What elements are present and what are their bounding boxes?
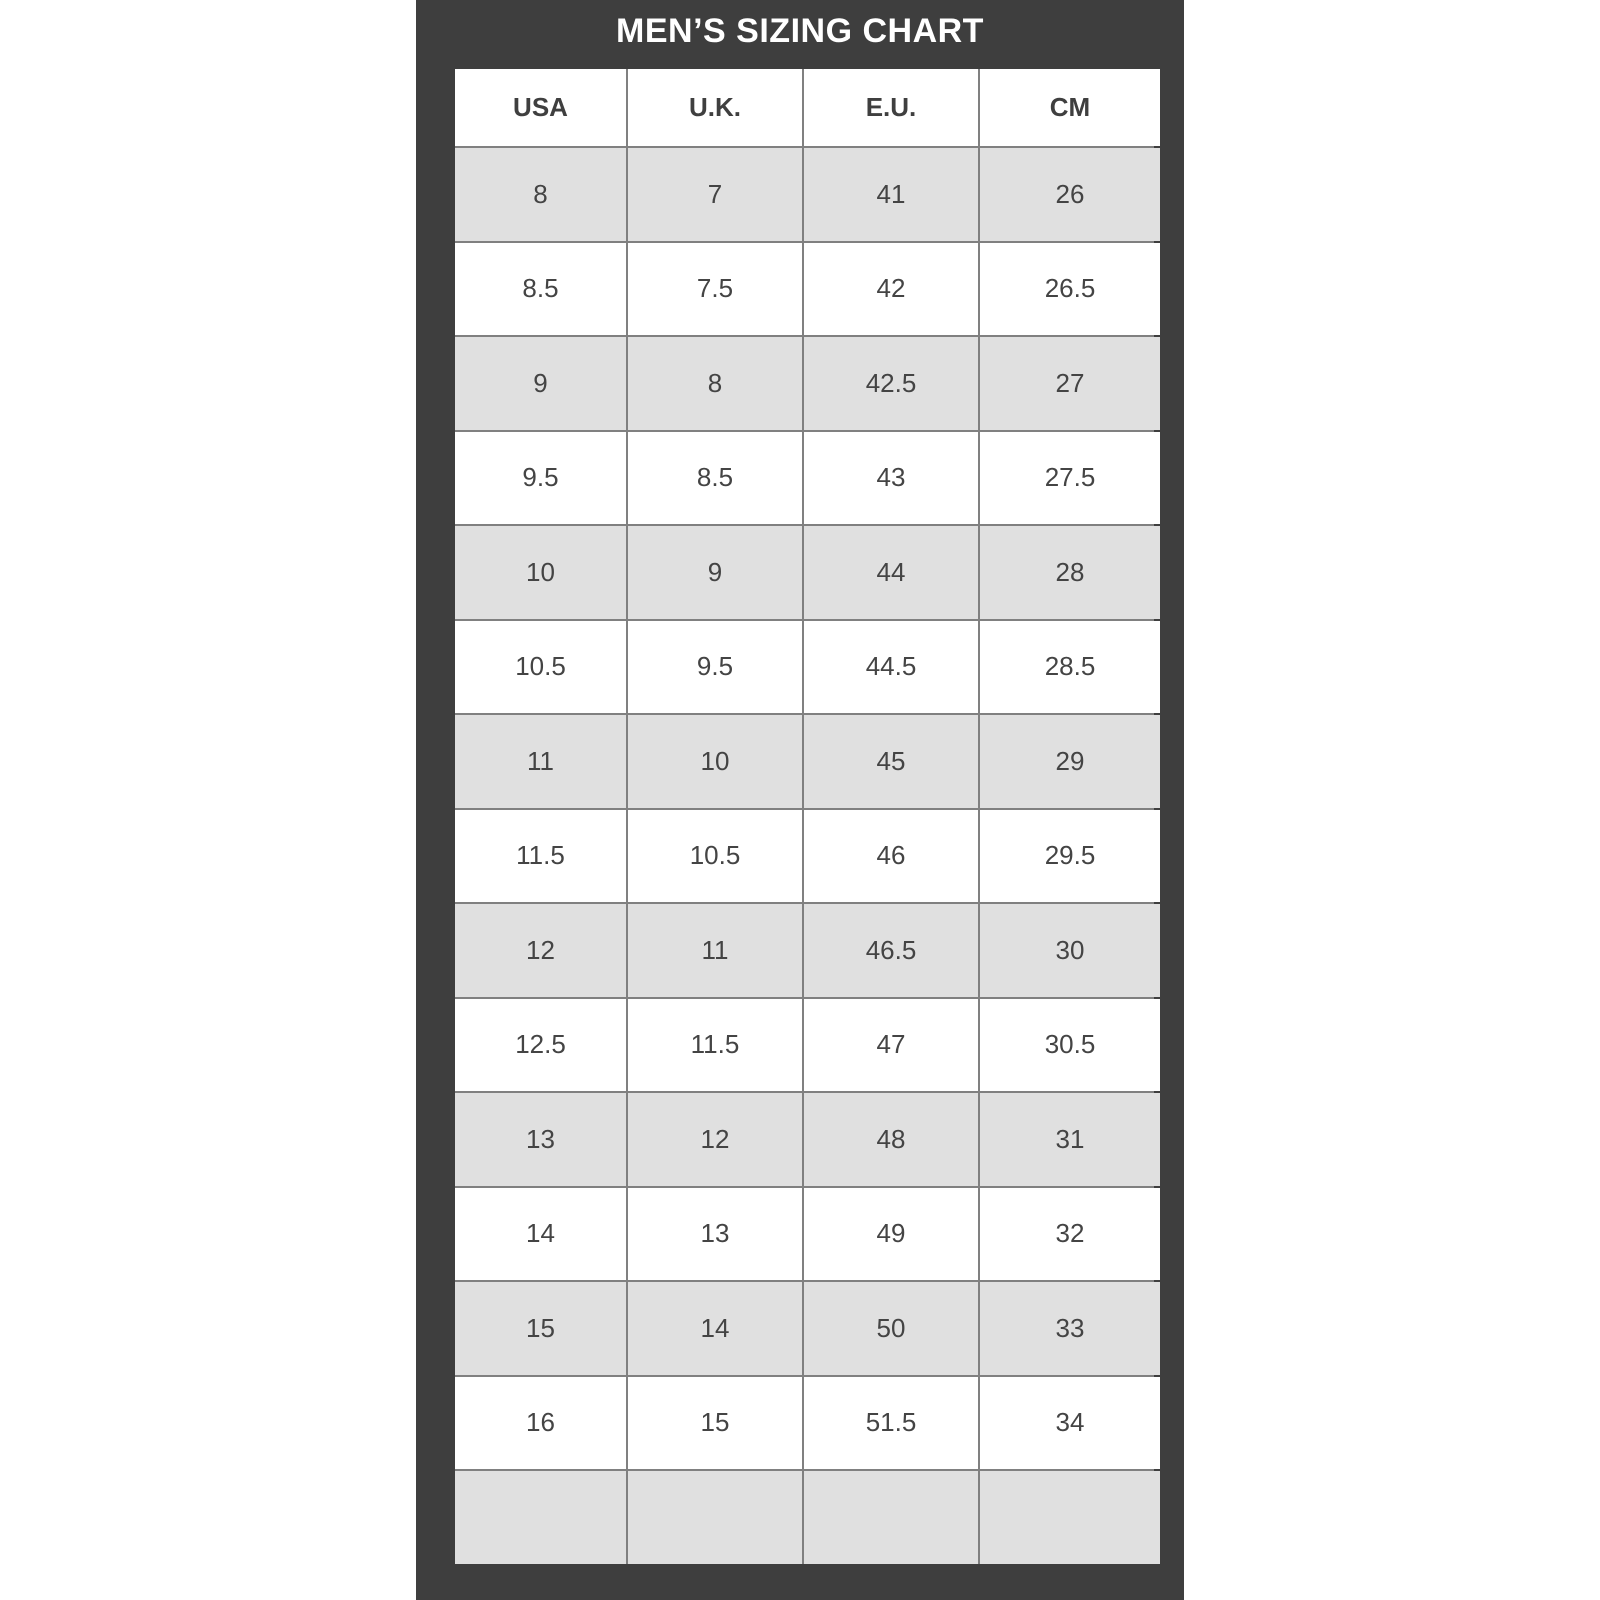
sizing-table: USA U.K. E.U. CM 8 7 41 26 8.5 7.5 42 26.5 9 8 42.… [455,69,1160,1564]
table-cell-usa: 10 [455,526,626,619]
table-cell-eu: 46.5 [804,904,978,997]
table-cell-cm: 30.5 [980,998,1160,1091]
table-cell-eu [804,1471,978,1564]
table-cell-cm: 30 [980,904,1160,997]
header-uk: U.K. [628,69,802,146]
table-cell-uk: 12 [628,1093,802,1186]
table-cell-cm [980,1471,1160,1564]
table-cell-cm: 29 [980,715,1160,808]
table-cell-uk: 8.5 [628,431,802,524]
table-cell-cm: 27 [980,337,1160,430]
table-cell-eu: 51.5 [804,1376,978,1469]
table-cell-uk: 11 [628,904,802,997]
table-cell-eu: 42.5 [804,337,978,430]
table-cell-usa: 11 [455,715,626,808]
table-cell-uk: 7 [628,148,802,241]
table-cell-usa: 8 [455,148,626,241]
table-cell-cm: 26 [980,148,1160,241]
table-cell-uk: 14 [628,1282,802,1375]
table-cell-usa: 9.5 [455,431,626,524]
table-cell-eu: 47 [804,998,978,1091]
chart-title: MEN’S SIZING CHART [616,12,984,50]
header-usa: USA [455,69,626,146]
table-cell-cm: 31 [980,1093,1160,1186]
table-cell-eu: 44 [804,526,978,619]
table-cell-uk: 7.5 [628,242,802,335]
table-cell-usa: 16 [455,1376,626,1469]
header-cm: CM [980,69,1160,146]
table-cell-eu: 43 [804,431,978,524]
table-cell-uk: 10 [628,715,802,808]
table-cell-cm: 27.5 [980,431,1160,524]
table-cell-uk: 13 [628,1187,802,1280]
table-cell-eu: 42 [804,242,978,335]
table-cell-cm: 28.5 [980,620,1160,713]
table-cell-eu: 46 [804,809,978,902]
table-cell-usa: 10.5 [455,620,626,713]
sizing-chart-panel: MEN’S SIZING CHART USA U.K. E.U. CM 8 7 41… [416,0,1184,1600]
table-cell-usa: 15 [455,1282,626,1375]
table-cell-usa: 8.5 [455,242,626,335]
table-cell-cm: 26.5 [980,242,1160,335]
table-cell-eu: 44.5 [804,620,978,713]
table-cell-usa: 13 [455,1093,626,1186]
table-cell-cm: 29.5 [980,809,1160,902]
table-cell-eu: 49 [804,1187,978,1280]
table-cell-cm: 32 [980,1187,1160,1280]
table-cell-uk: 15 [628,1376,802,1469]
table-cell-uk: 9 [628,526,802,619]
table-cell-usa: 12.5 [455,998,626,1091]
table-cell-usa: 11.5 [455,809,626,902]
table-cell-uk: 11.5 [628,998,802,1091]
table-cell-uk: 10.5 [628,809,802,902]
table-cell-eu: 45 [804,715,978,808]
table-cell-usa: 9 [455,337,626,430]
table-cell-cm: 33 [980,1282,1160,1375]
table-cell-uk: 8 [628,337,802,430]
table-cell-eu: 41 [804,148,978,241]
table-cell-usa: 14 [455,1187,626,1280]
header-eu: E.U. [804,69,978,146]
table-cell-eu: 50 [804,1282,978,1375]
table-cell-uk [628,1471,802,1564]
table-cell-cm: 34 [980,1376,1160,1469]
table-cell-usa [455,1471,626,1564]
table-cell-uk: 9.5 [628,620,802,713]
table-cell-eu: 48 [804,1093,978,1186]
table-cell-cm: 28 [980,526,1160,619]
table-cell-usa: 12 [455,904,626,997]
